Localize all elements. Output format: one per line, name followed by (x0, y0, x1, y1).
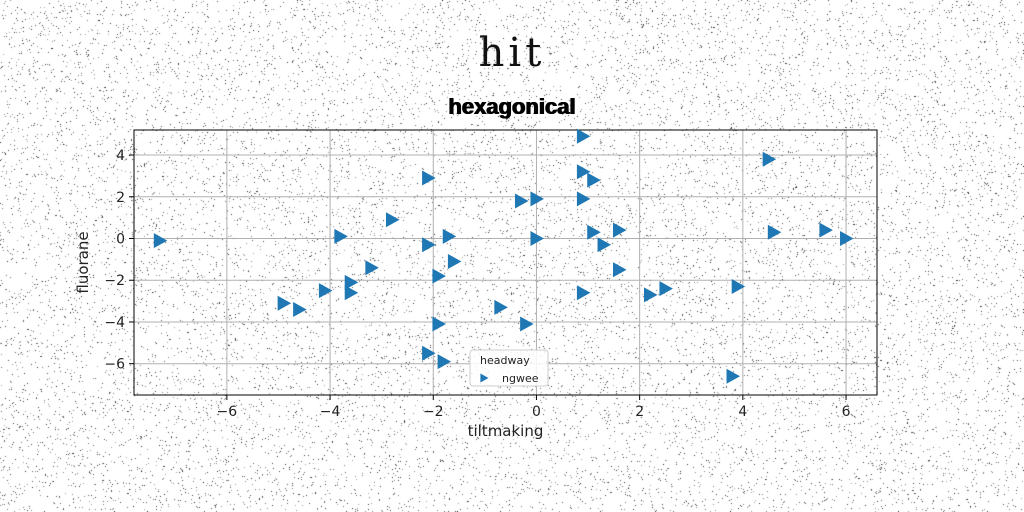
scatter-point (530, 191, 544, 207)
scatter-point (726, 368, 741, 384)
scatter-point (422, 345, 436, 361)
y-tick-label: −6 (104, 357, 125, 373)
ticks: −6 −4 −2 0 2 4 6 −6 −4 −2 0 2 4 (104, 148, 850, 420)
scatter-point (447, 253, 462, 269)
scatter-point (613, 262, 627, 278)
scatter-point (659, 281, 673, 297)
x-tick-label: −6 (217, 404, 238, 420)
legend: headway ngwee (469, 349, 549, 387)
scatter-point (520, 316, 534, 332)
x-tick-label: 0 (532, 404, 541, 420)
x-tick-label: 6 (842, 404, 851, 420)
x-tick-label: 2 (635, 404, 644, 420)
scatter-point (731, 278, 746, 294)
scatter-point (840, 231, 854, 247)
legend-label: ngwee (502, 372, 539, 385)
scatter-point (587, 224, 601, 240)
scatter-point (530, 231, 544, 247)
x-tick-label: −4 (320, 404, 341, 420)
scatter-point (819, 222, 833, 238)
x-tick-label: −2 (423, 404, 444, 420)
scatter-point (442, 228, 457, 244)
y-axis-label: fluorane (74, 231, 92, 293)
scatter-point (576, 285, 591, 301)
y-tick-label: 2 (116, 190, 125, 206)
scatter-point (762, 151, 777, 167)
scatter-point (344, 285, 359, 301)
scatter-point (277, 295, 292, 311)
scatter-point (576, 128, 591, 144)
scatter-point (153, 233, 168, 249)
scatter-point (422, 170, 436, 186)
y-tick-label: −4 (104, 315, 125, 331)
scatter-point (432, 316, 446, 332)
y-tick-label: −2 (104, 273, 125, 289)
scatter-point (422, 237, 436, 253)
scatter-point (293, 301, 307, 317)
scatter-point (365, 260, 379, 276)
scatter-point (587, 172, 601, 188)
legend-marker (480, 373, 489, 383)
axes-frame (133, 129, 878, 396)
scatter-point (643, 287, 658, 303)
x-tick-label: 4 (738, 404, 747, 420)
scatter-point (576, 164, 591, 180)
scatter-point (334, 228, 348, 244)
scatter-point (344, 274, 359, 290)
scatter-point (514, 193, 529, 209)
y-tick-label: 0 (116, 232, 125, 248)
scatter-point (432, 268, 446, 284)
data-points (153, 128, 854, 384)
x-axis-label: tiltmaking (468, 422, 544, 440)
y-tick-label: 4 (116, 148, 125, 164)
figure-suptitle: hit (478, 30, 546, 76)
legend-title: headway (480, 354, 530, 367)
scatter-point (576, 191, 591, 207)
scatter-point (767, 224, 782, 240)
scatter-point (494, 299, 508, 315)
scatter-point (597, 237, 612, 253)
legend-box (469, 349, 549, 387)
scatter-point (385, 212, 400, 228)
scatter-point (613, 222, 627, 238)
chart-title: hexagonical (448, 94, 576, 119)
scatter-point (318, 283, 333, 299)
scatter-point (437, 354, 452, 370)
